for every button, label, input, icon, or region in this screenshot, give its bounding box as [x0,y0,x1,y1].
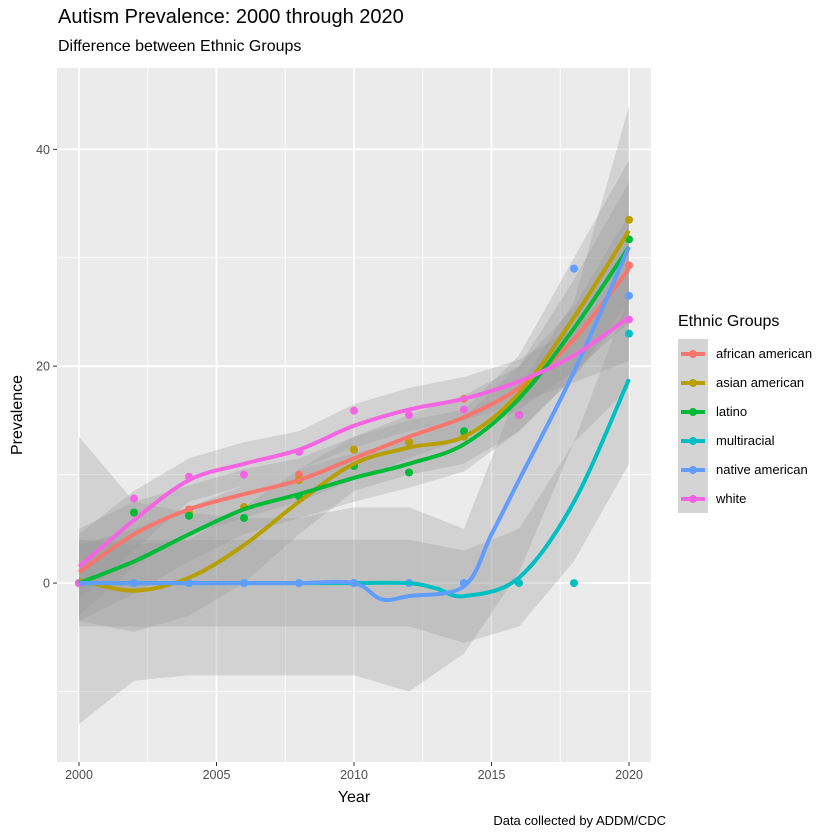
trend-line-white [77,315,631,569]
trend-line-native-american [78,246,631,603]
legend-label: latino [716,404,748,419]
y-tick-label: 0 [43,577,50,591]
data-point-latino [130,508,138,517]
legend-item: latino [678,397,812,426]
data-point-latino [185,511,193,520]
legend-item: asian american [678,368,812,397]
caption: Data collected by ADDM/CDC [493,813,666,828]
legend-point-swatch [689,436,697,445]
data-point-multiracial [570,579,578,588]
data-point-asian-american [350,445,358,454]
data-point-multiracial [625,329,633,338]
legend-point-swatch [689,494,697,503]
legend-item: african american [678,339,812,368]
x-tick-label: 2000 [65,768,93,782]
legend-item: white [678,484,812,513]
chart-title: Autism Prevalence: 2000 through 2020 [58,6,404,28]
data-point-latino [460,427,468,436]
legend-title: Ethnic Groups [678,313,780,330]
data-point-latino [240,514,248,523]
legend-key [678,426,708,455]
confidence-band-native-american [79,106,629,724]
y-tick-label: 40 [36,143,50,157]
data-point-latino [405,468,413,477]
legend-label: native american [716,462,808,477]
legend-label: multiracial [716,433,775,448]
legend-point-swatch [689,407,697,416]
legend-label: white [716,491,747,506]
x-tick-label: 2010 [340,768,368,782]
data-point-native-american [570,264,578,273]
legend-key [678,397,708,426]
confidence-band-multiracial [79,295,629,643]
data-point-asian-american [625,215,633,224]
legend-label: african american [716,346,813,361]
legend-point-swatch [689,349,697,358]
legend-key [678,455,708,484]
trend-line-latino [78,245,631,585]
data-point-white [405,411,413,419]
data-point-native-american [625,291,633,300]
legend-key [678,339,708,368]
legend: Ethnic Groups african american asian amer… [678,313,812,513]
legend-key [678,368,708,397]
y-axis-title: Prevalence [9,375,26,455]
data-point-african-american [625,261,633,270]
confidence-band-latino [79,181,629,621]
legend-item: multiracial [678,426,812,455]
data-point-white [130,494,138,503]
legend-label: asian american [716,375,805,390]
x-tick-label: 2020 [615,768,643,782]
data-point-white [350,406,358,415]
legend-item: native american [678,455,812,484]
y-tick-label: 20 [36,360,50,374]
confidence-band-white [79,274,629,600]
trend-line-asian-american [78,229,631,593]
data-point-asian-american [405,438,413,447]
chart-subtitle: Difference between Ethnic Groups [58,38,302,55]
x-axis-title: Year [338,789,371,806]
legend-key [678,484,708,513]
data-point-white [240,470,248,479]
x-tick-label: 2015 [478,768,506,782]
data-point-white [515,411,523,419]
legend-point-swatch [689,465,697,474]
confidence-band-african-american [79,214,629,616]
x-tick-label: 2005 [203,768,231,782]
legend-point-swatch [689,378,697,387]
data-point-white [460,405,468,414]
